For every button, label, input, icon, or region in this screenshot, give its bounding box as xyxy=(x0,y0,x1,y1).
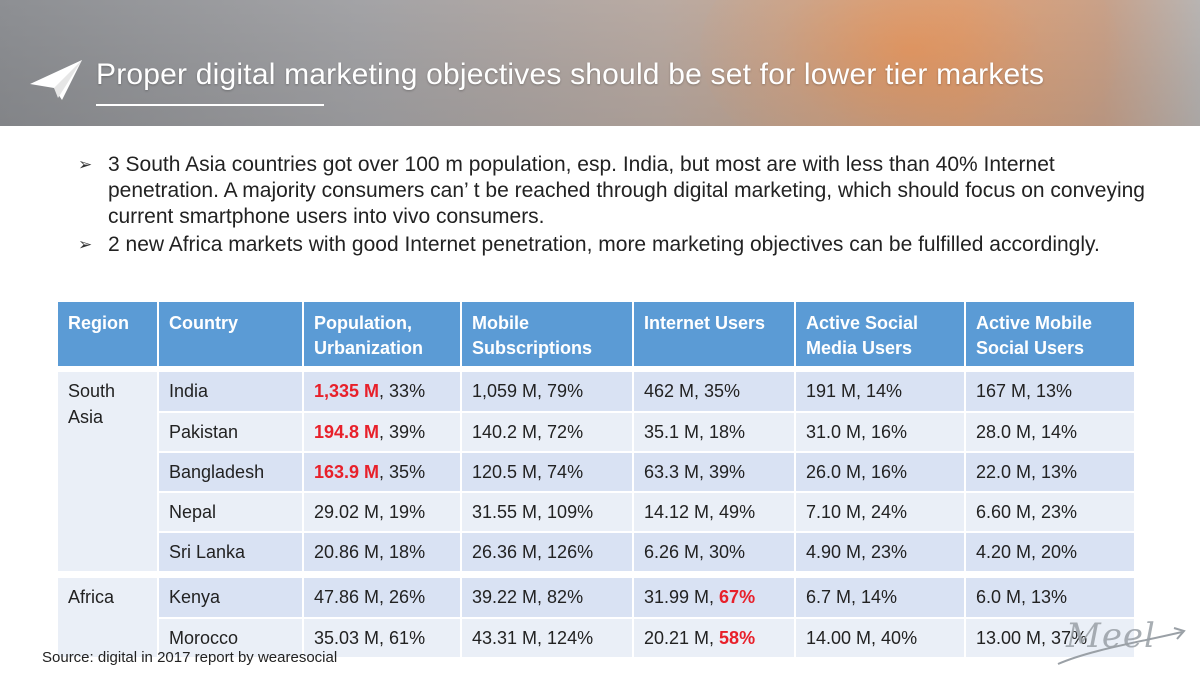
population-highlight: 194.8 M xyxy=(314,421,380,442)
region-cell-south-asia: South Asia xyxy=(58,372,159,573)
table-row: Sri Lanka 20.86 M, 18% 26.36 M, 126% 6.2… xyxy=(58,532,1134,573)
mobile-cell: 1,059 M, 79% xyxy=(461,372,634,413)
social-cell: 31.0 M, 16% xyxy=(795,412,966,453)
social-cell: 4.90 M, 23% xyxy=(795,532,966,573)
table-spacer xyxy=(58,572,1134,578)
table-row: Nepal 29.02 M, 19% 31.55 M, 109% 14.12 M… xyxy=(58,492,1134,533)
population-cell: 20.86 M, 18% xyxy=(303,532,462,573)
col-header-region: Region xyxy=(58,302,159,366)
col-header-country: Country xyxy=(158,302,304,366)
population-cell: 29.02 M, 19% xyxy=(303,492,462,533)
population-cell: 1,335 M, 33% xyxy=(303,372,462,413)
brand-logo: Meel xyxy=(1066,616,1156,656)
mobile-social-cell: 13.00 M, 37% xyxy=(965,618,1134,659)
population-cell: 35.03 M, 61% xyxy=(303,618,462,659)
population-highlight: 163.9 M xyxy=(314,461,380,482)
spacer-cell xyxy=(58,572,1134,578)
mobile-cell: 43.31 M, 124% xyxy=(461,618,634,659)
table-row: Africa Kenya 47.86 M, 26% 39.22 M, 82% 3… xyxy=(58,578,1134,659)
region-cell-africa: Africa xyxy=(58,578,159,659)
bullet-list: ➢ 3 South Asia countries got over 100 m … xyxy=(78,152,1168,260)
mobile-social-cell: 6.0 M, 13% xyxy=(965,578,1134,619)
social-cell: 14.00 M, 40% xyxy=(795,618,966,659)
urbanization-value: , 39% xyxy=(379,421,426,442)
country-cell: Bangladesh xyxy=(158,452,304,493)
population-cell: 163.9 M, 35% xyxy=(303,452,462,493)
urbanization-value: , 35% xyxy=(379,461,426,482)
urbanization-value: , 33% xyxy=(379,381,426,401)
population-highlight: 1,335 M xyxy=(314,381,380,401)
slide-header: Proper digital marketing objectives shou… xyxy=(0,0,1200,126)
internet-cell: 31.99 M, 67% xyxy=(633,578,796,619)
internet-penetration-highlight: 58% xyxy=(719,627,756,648)
internet-value: 20.21 M, xyxy=(644,627,720,648)
bullet-arrow-icon: ➢ xyxy=(78,155,93,174)
internet-value: 31.99 M, xyxy=(644,587,720,607)
internet-cell: 6.26 M, 30% xyxy=(633,532,796,573)
country-cell: Pakistan xyxy=(158,412,304,453)
spacer-cell xyxy=(58,366,1134,372)
mobile-social-cell: 167 M, 13% xyxy=(965,372,1134,413)
mobile-cell: 31.55 M, 109% xyxy=(461,492,634,533)
bullet-item-south-asia: ➢ 3 South Asia countries got over 100 m … xyxy=(78,152,1168,230)
internet-cell: 14.12 M, 49% xyxy=(633,492,796,533)
internet-penetration-highlight: 67% xyxy=(719,587,756,607)
mobile-cell: 26.36 M, 126% xyxy=(461,532,634,573)
table-row: Morocco 35.03 M, 61% 43.31 M, 124% 20.21… xyxy=(58,618,1134,659)
bullet-text: 2 new Africa markets with good Internet … xyxy=(108,233,1100,256)
social-cell: 191 M, 14% xyxy=(795,372,966,413)
col-header-active-mobile-social: Active Mobile Social Users xyxy=(965,302,1134,366)
market-data-table: Region Country Population, Urbanization … xyxy=(58,302,1134,659)
table-row: Bangladesh 163.9 M, 35% 120.5 M, 74% 63.… xyxy=(58,452,1134,493)
col-header-internet-users: Internet Users xyxy=(633,302,796,366)
population-cell: 194.8 M, 39% xyxy=(303,412,462,453)
bullet-text: 3 South Asia countries got over 100 m po… xyxy=(108,153,1145,228)
header-background-photo xyxy=(700,0,1120,126)
source-note: Source: digital in 2017 report by weares… xyxy=(42,649,338,666)
internet-cell: 63.3 M, 39% xyxy=(633,452,796,493)
bullet-arrow-icon: ➢ xyxy=(78,235,93,254)
bullet-item-africa: ➢ 2 new Africa markets with good Interne… xyxy=(78,232,1168,258)
country-cell: India xyxy=(158,372,304,413)
mobile-cell: 140.2 M, 72% xyxy=(461,412,634,453)
table-row: Pakistan 194.8 M, 39% 140.2 M, 72% 35.1 … xyxy=(58,412,1134,453)
country-cell: Kenya xyxy=(158,578,304,619)
social-cell: 26.0 M, 16% xyxy=(795,452,966,493)
col-header-population: Population, Urbanization xyxy=(303,302,462,366)
country-cell: Morocco xyxy=(158,618,304,659)
mobile-cell: 39.22 M, 82% xyxy=(461,578,634,619)
mobile-social-cell: 4.20 M, 20% xyxy=(965,532,1134,573)
slide-title: Proper digital marketing objectives shou… xyxy=(96,58,1045,91)
table-spacer xyxy=(58,366,1134,372)
social-cell: 7.10 M, 24% xyxy=(795,492,966,533)
mobile-cell: 120.5 M, 74% xyxy=(461,452,634,493)
population-cell: 47.86 M, 26% xyxy=(303,578,462,619)
internet-cell: 462 M, 35% xyxy=(633,372,796,413)
mobile-social-cell: 28.0 M, 14% xyxy=(965,412,1134,453)
mobile-social-cell: 6.60 M, 23% xyxy=(965,492,1134,533)
internet-cell: 20.21 M, 58% xyxy=(633,618,796,659)
internet-cell: 35.1 M, 18% xyxy=(633,412,796,453)
mobile-social-cell: 22.0 M, 13% xyxy=(965,452,1134,493)
col-header-mobile-subscriptions: Mobile Subscriptions xyxy=(461,302,634,366)
social-cell: 6.7 M, 14% xyxy=(795,578,966,619)
title-underline xyxy=(96,104,324,106)
country-cell: Sri Lanka xyxy=(158,532,304,573)
paper-plane-icon xyxy=(30,60,82,100)
col-header-active-social: Active Social Media Users xyxy=(795,302,966,366)
table-row: South Asia India 1,335 M, 33% 1,059 M, 7… xyxy=(58,372,1134,573)
logo-swoosh-icon xyxy=(1057,627,1186,665)
country-cell: Nepal xyxy=(158,492,304,533)
table-header-row: Region Country Population, Urbanization … xyxy=(58,302,1134,366)
